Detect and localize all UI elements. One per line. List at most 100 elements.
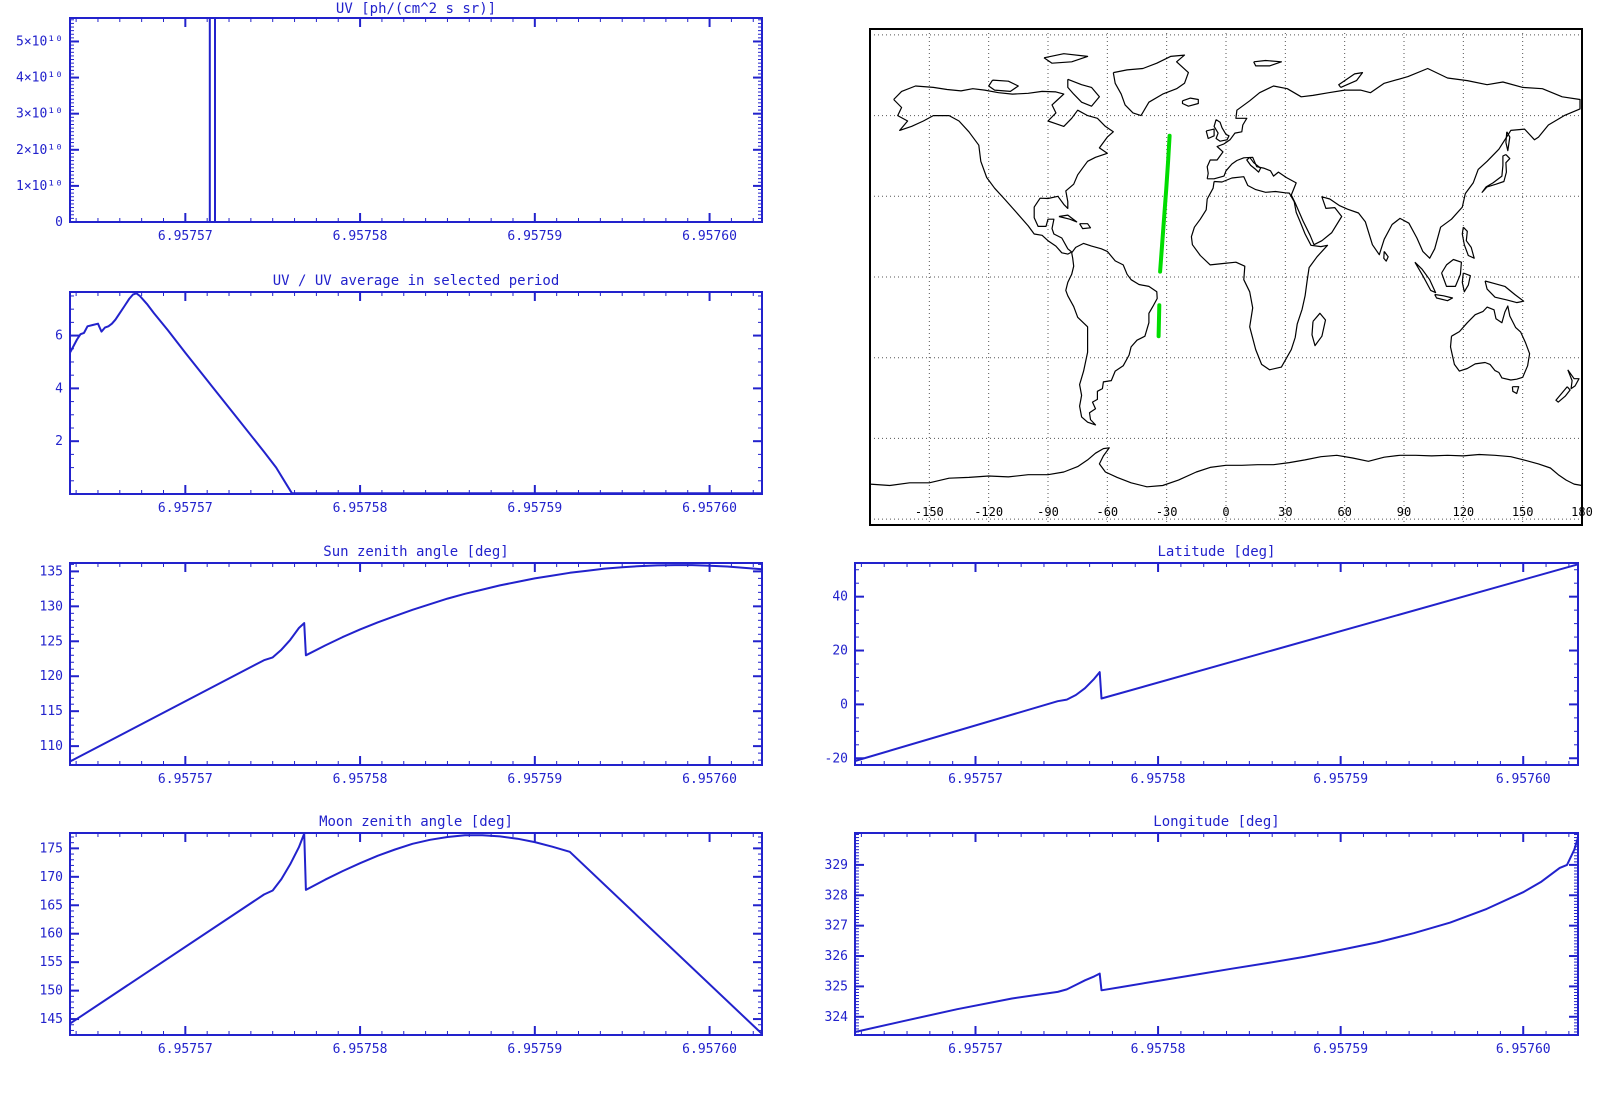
y-tick-label: 0 [840,697,848,712]
y-tick-label: 326 [825,949,848,964]
x-tick-label: 6.95758 [1131,772,1186,787]
y-tick-label: 328 [825,888,848,903]
x-tick-label: 6.95757 [158,229,213,244]
chart-ratio: 6.95757 6.95758 6.95759 6.95760 2 4 6 [55,291,763,516]
map-lon-label: 60 [1337,505,1351,519]
map-lon-label: 30 [1278,505,1292,519]
y-tick-label: 4×10¹⁰ [16,71,63,86]
coastline [1253,59,1283,67]
y-tick-label: 160 [40,927,63,942]
coastline [988,79,1019,93]
map-lon-label: -60 [1096,505,1118,519]
x-tick-label: 6.95758 [333,772,388,787]
chart-moon: 6.95757 6.95758 6.95759 6.95760 145 150 155 160… [40,832,763,1057]
y-tick-label: 5×10¹⁰ [16,34,63,49]
y-tick-label: 1×10¹⁰ [16,179,63,194]
ground-track [1156,303,1162,339]
x-tick-label: 6.95759 [1313,772,1368,787]
map-lon-label: 90 [1397,505,1411,519]
y-tick-label: 6 [55,329,63,344]
coastline [1311,312,1327,347]
map-frame [869,28,1583,526]
chart-lon: 6.95757 6.95758 6.95759 6.95760 324 325 326 327… [825,832,1579,1057]
ground-track [1158,133,1172,274]
data-curve-sun [69,564,763,763]
x-tick-label: 6.95758 [333,229,388,244]
coastline [1383,251,1389,262]
chart-title-moon-zenith: Moon zenith angle [deg] [319,814,513,830]
chart-title-latitude: Latitude [deg] [1157,544,1276,560]
coastline [1079,223,1092,230]
coastline [1338,71,1364,88]
coastline [1511,386,1520,395]
x-tick-label: 6.95759 [507,772,562,787]
y-tick-label: 115 [40,704,63,719]
y-tick-label: 170 [40,870,63,885]
x-tick-label: 6.95760 [1496,1042,1551,1057]
x-tick-label: 6.95757 [158,501,213,516]
y-tick-label: 165 [40,898,63,913]
chart-title-sun-zenith: Sun zenith angle [deg] [323,544,509,560]
coastline [893,85,1114,255]
data-curve-ratio [69,292,762,495]
data-curve-moon [69,832,763,1035]
x-tick-label: 6.95760 [682,229,737,244]
y-tick-label: 175 [40,841,63,856]
y-tick-label: 20 [832,644,848,659]
coastline [1567,369,1580,390]
coastline [1441,258,1463,287]
y-tick-label: 4 [55,381,63,396]
x-tick-label: 6.95757 [158,772,213,787]
map-lon-label: -150 [915,505,944,519]
coastline [1067,78,1101,107]
world-map: -150 -120 -90 -60 -30 0 30 60 90 120 150 180 [869,28,1593,526]
chart-uv: 6.95757 6.95758 6.95759 6.95760 0 1×10¹⁰ 2×10¹… [16,17,763,244]
y-tick-label: 135 [40,564,63,579]
chart-title-uv-ratio: UV / UV average in selected period [272,273,560,289]
x-tick-label: 6.95757 [948,1042,1003,1057]
data-curve-uv [70,17,762,223]
coastline [1461,272,1471,293]
chart-title-longitude: Longitude [deg] [1153,814,1280,830]
x-tick-label: 6.95758 [1131,1042,1186,1057]
map-lon-label: -30 [1156,505,1178,519]
coastline [869,447,1583,488]
coastline [1246,156,1262,173]
y-tick-label: 2×10¹⁰ [16,143,63,158]
coastline [1065,242,1158,426]
coastline [1043,53,1089,64]
chart-frame [69,832,763,1036]
chart-frame [854,562,1579,766]
chart-sun: 6.95757 6.95758 6.95759 6.95760 110 115 120 125… [40,562,763,787]
map-lon-label: -120 [974,505,1003,519]
x-tick-label: 6.95760 [682,501,737,516]
coastline [1505,131,1511,152]
map-lon-label: 120 [1452,505,1474,519]
y-tick-label: 130 [40,599,63,614]
coastline [1481,154,1511,193]
coastline [1205,128,1215,140]
y-tick-label: 3×10¹⁰ [16,107,63,122]
coastline [1484,280,1525,304]
coastline [1190,176,1329,371]
y-tick-label: 0 [55,215,63,230]
x-tick-label: 6.95757 [158,1042,213,1057]
x-tick-label: 6.95758 [333,501,388,516]
y-tick-label: 120 [40,669,63,684]
y-tick-label: 325 [825,979,848,994]
map-lon-label: 150 [1512,505,1534,519]
y-tick-label: -20 [825,751,848,766]
x-tick-label: 6.95759 [507,229,562,244]
x-tick-label: 6.95758 [333,1042,388,1057]
x-tick-label: 6.95760 [1496,772,1551,787]
y-tick-label: 329 [825,858,848,873]
x-tick-label: 6.95759 [507,501,562,516]
coastline [1181,97,1199,107]
coastline [1206,67,1581,259]
coastline [1449,305,1531,381]
x-tick-label: 6.95760 [682,772,737,787]
coastline [1112,54,1190,117]
coastline [1213,119,1230,142]
